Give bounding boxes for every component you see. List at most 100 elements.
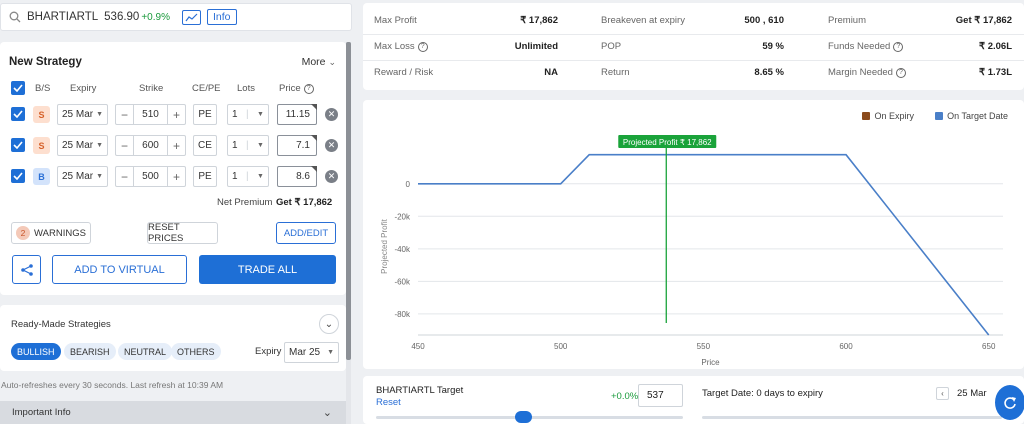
strategy-panel: New Strategy More ⌄ B/S Expiry Strike CE… (0, 42, 346, 295)
more-menu[interactable]: More ⌄ (301, 56, 336, 68)
divider (363, 60, 1024, 61)
leg-row: S 25 Mar ▼ −510 + PE 1 | ▼ 11.15 ✕ (0, 103, 346, 127)
target-date-value: 25 Mar (957, 388, 987, 399)
leg-expiry-select[interactable]: 25 Mar ▼ (57, 104, 108, 125)
leg-expiry-select[interactable]: 25 Mar ▼ (57, 135, 108, 156)
col-strike: Strike (139, 83, 164, 94)
help-icon[interactable]: ? (893, 41, 904, 52)
max-loss-value: Unlimited (514, 41, 558, 52)
remove-leg-icon[interactable]: ✕ (325, 170, 338, 183)
funds-needed-value: ₹ 2.06L (979, 41, 1012, 52)
left-scrollbar-thumb[interactable] (346, 42, 351, 360)
max-profit-label: Max Profit (374, 15, 417, 26)
filter-neutral[interactable]: NEUTRAL (118, 343, 173, 360)
leg-side-badge[interactable]: S (33, 137, 50, 154)
expiry-label: Expiry (255, 346, 282, 357)
collapse-chevron-icon[interactable]: ⌄ (319, 314, 339, 334)
y-tick-label: 0 (406, 180, 411, 189)
reward-risk-label: Reward / Risk (374, 67, 434, 78)
remove-leg-icon[interactable]: ✕ (325, 139, 338, 152)
leg-checkbox[interactable] (11, 107, 25, 121)
minus-icon[interactable]: − (120, 107, 128, 122)
filter-others[interactable]: OTHERS (171, 343, 221, 360)
x-axis-label: Price (701, 358, 720, 367)
max-loss-label: Max Loss? (374, 41, 428, 52)
symbol-ltp: 536.90 (104, 11, 140, 23)
leg-type[interactable]: CE (193, 135, 217, 156)
info-button[interactable]: Info (206, 9, 237, 25)
y-axis-label: Projected Profit (380, 218, 389, 273)
divider (363, 34, 1024, 35)
leg-side-badge[interactable]: S (33, 106, 50, 123)
filter-bearish[interactable]: BEARISH (64, 343, 116, 360)
col-expiry: Expiry (70, 83, 97, 94)
help-icon[interactable]: ? (303, 83, 314, 94)
target-title: BHARTIARTL Target (376, 385, 464, 396)
help-icon[interactable]: ? (895, 67, 906, 78)
leg-strike-stepper[interactable]: −600 + (115, 135, 186, 156)
legend-on-expiry[interactable]: On Expiry (862, 111, 914, 121)
leg-side-badge[interactable]: B (33, 168, 50, 185)
minus-icon[interactable]: − (120, 169, 128, 184)
caret-down-icon: ▼ (257, 173, 264, 180)
leg-price-input[interactable]: 11.15 (277, 104, 317, 125)
target-reset-link[interactable]: Reset (376, 397, 401, 408)
leg-expiry-select[interactable]: 25 Mar ▼ (57, 166, 108, 187)
refresh-button[interactable] (995, 385, 1024, 420)
help-icon[interactable]: ? (417, 41, 428, 52)
expiry-select[interactable]: Mar 25 ▼ (284, 342, 339, 363)
chevron-down-icon: ⌄ (322, 407, 332, 419)
filter-bullish[interactable]: BULLISH (11, 343, 61, 360)
chevron-down-icon: ⌄ (328, 57, 336, 67)
legend-swatch (862, 112, 871, 120)
trade-all-button[interactable]: TRADE ALL (199, 255, 336, 284)
funds-needed-label: Funds Needed? (828, 41, 904, 52)
target-price-input[interactable]: 537 (638, 384, 683, 407)
net-premium-value: Get ₹ 17,862 (276, 197, 333, 208)
leg-price-input[interactable]: 7.1 (277, 135, 317, 156)
leg-strike-stepper[interactable]: −500 + (115, 166, 186, 187)
reset-prices-button[interactable]: RESET PRICES (147, 222, 218, 244)
date-slider-track[interactable] (702, 416, 1002, 419)
leg-lots-select[interactable]: 1 | ▼ (227, 166, 269, 187)
minus-icon[interactable]: − (120, 138, 128, 153)
x-tick-label: 650 (982, 342, 996, 351)
check-icon (13, 172, 23, 180)
date-prev-icon[interactable]: ‹ (936, 387, 949, 400)
premium-value: Get ₹ 17,862 (955, 15, 1012, 26)
leg-type[interactable]: PE (193, 166, 217, 187)
add-to-virtual-button[interactable]: ADD TO VIRTUAL (52, 255, 187, 284)
chart-trend-icon[interactable] (181, 9, 201, 25)
payoff-chart[interactable]: 0 -20k -40k -60k -80k 450 500 550 600 650 Price Pro… (363, 100, 1024, 369)
ready-made-title: Ready-Made Strategies (11, 319, 111, 330)
warnings-button[interactable]: 2 WARNINGS (11, 222, 91, 244)
leg-checkbox[interactable] (11, 138, 25, 152)
margin-needed-label: Margin Needed? (828, 67, 906, 78)
leg-lots-select[interactable]: 1 | ▼ (227, 104, 269, 125)
leg-strike-stepper[interactable]: −510 + (115, 104, 186, 125)
pop-label: POP (601, 41, 622, 52)
legend-on-target-date[interactable]: On Target Date (935, 111, 1008, 121)
symbol-change: +0.9% (141, 11, 170, 23)
symbol-bar[interactable]: BHARTIARTL 536.90 +0.9% Info (0, 3, 352, 31)
share-button[interactable] (12, 255, 41, 284)
target-slider-thumb[interactable] (515, 411, 533, 423)
caret-down-icon: ▼ (257, 142, 264, 149)
remove-leg-icon[interactable]: ✕ (325, 108, 338, 121)
plus-icon[interactable]: + (172, 138, 180, 153)
select-all-checkbox[interactable] (11, 81, 25, 95)
leg-lots-select[interactable]: 1 | ▼ (227, 135, 269, 156)
metrics-panel: Max Profit ₹ 17,862 Max Loss? Unlimited … (363, 3, 1024, 90)
add-edit-button[interactable]: ADD/EDIT (276, 222, 336, 244)
plus-icon[interactable]: + (172, 169, 180, 184)
leg-checkbox[interactable] (11, 169, 25, 183)
check-icon (13, 84, 23, 92)
strategy-title: New Strategy (9, 56, 82, 68)
share-icon (20, 263, 33, 276)
plus-icon[interactable]: + (172, 107, 180, 122)
leg-price-input[interactable]: 8.6 (277, 166, 317, 187)
search-icon (9, 11, 21, 23)
important-info-bar[interactable]: Important Info ⌄ (0, 401, 346, 424)
margin-needed-value: ₹ 1.73L (979, 67, 1012, 78)
leg-type[interactable]: PE (193, 104, 217, 125)
